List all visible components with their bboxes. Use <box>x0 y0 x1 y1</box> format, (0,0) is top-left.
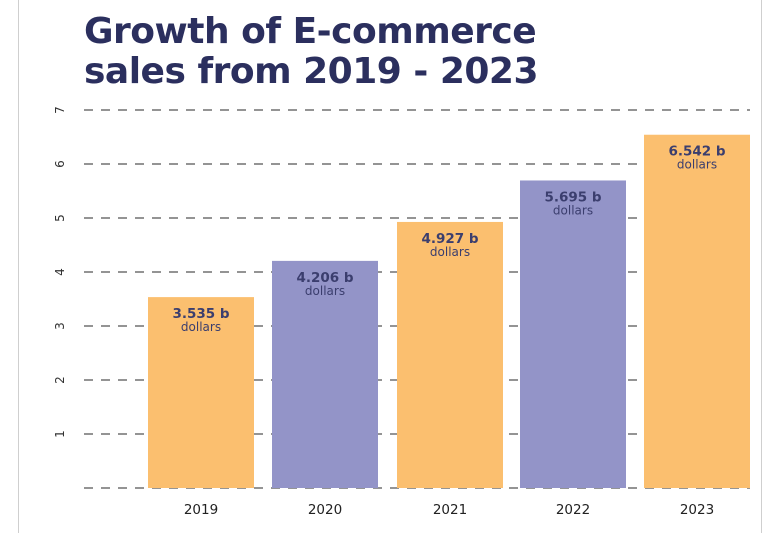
bar-value-label: 3.535 b <box>172 306 229 322</box>
bar-unit-label: dollars <box>181 320 221 334</box>
bar-2022 <box>520 180 626 488</box>
y-tick-label: 5 <box>53 214 67 222</box>
chart-title-line-1: Growth of E-commerce <box>84 11 537 52</box>
bar-2021 <box>397 221 503 488</box>
frame-border-left <box>18 0 19 533</box>
x-tick-label: 2023 <box>680 502 714 518</box>
bar-2023 <box>644 134 750 488</box>
bar-value-label: 4.927 b <box>421 231 478 247</box>
y-tick-label: 4 <box>53 268 67 276</box>
chart-title-line-2: sales from 2019 - 2023 <box>84 51 539 92</box>
x-tick-label: 2021 <box>433 502 467 518</box>
bar-value-label: 4.206 b <box>296 270 353 286</box>
frame-border-right <box>761 0 762 533</box>
x-tick-label: 2019 <box>184 502 218 518</box>
bar-2019 <box>148 297 254 488</box>
bar-unit-label: dollars <box>305 284 345 298</box>
y-tick-label: 2 <box>53 376 67 384</box>
y-tick-label: 3 <box>53 322 67 330</box>
bar-value-label: 6.542 b <box>668 144 725 160</box>
chart-title: Growth of E-commerce sales from 2019 - 2… <box>84 11 539 92</box>
x-tick-label: 2022 <box>556 502 590 518</box>
y-tick-label: 6 <box>53 160 67 168</box>
bar-unit-label: dollars <box>677 158 717 172</box>
bar-unit-label: dollars <box>553 203 593 217</box>
y-tick-label: 7 <box>53 106 67 114</box>
bar-value-label: 5.695 b <box>544 189 601 205</box>
y-tick-label: 1 <box>53 430 67 438</box>
x-tick-label: 2020 <box>308 502 342 518</box>
bar-2020 <box>272 260 378 488</box>
bar-unit-label: dollars <box>430 245 470 259</box>
